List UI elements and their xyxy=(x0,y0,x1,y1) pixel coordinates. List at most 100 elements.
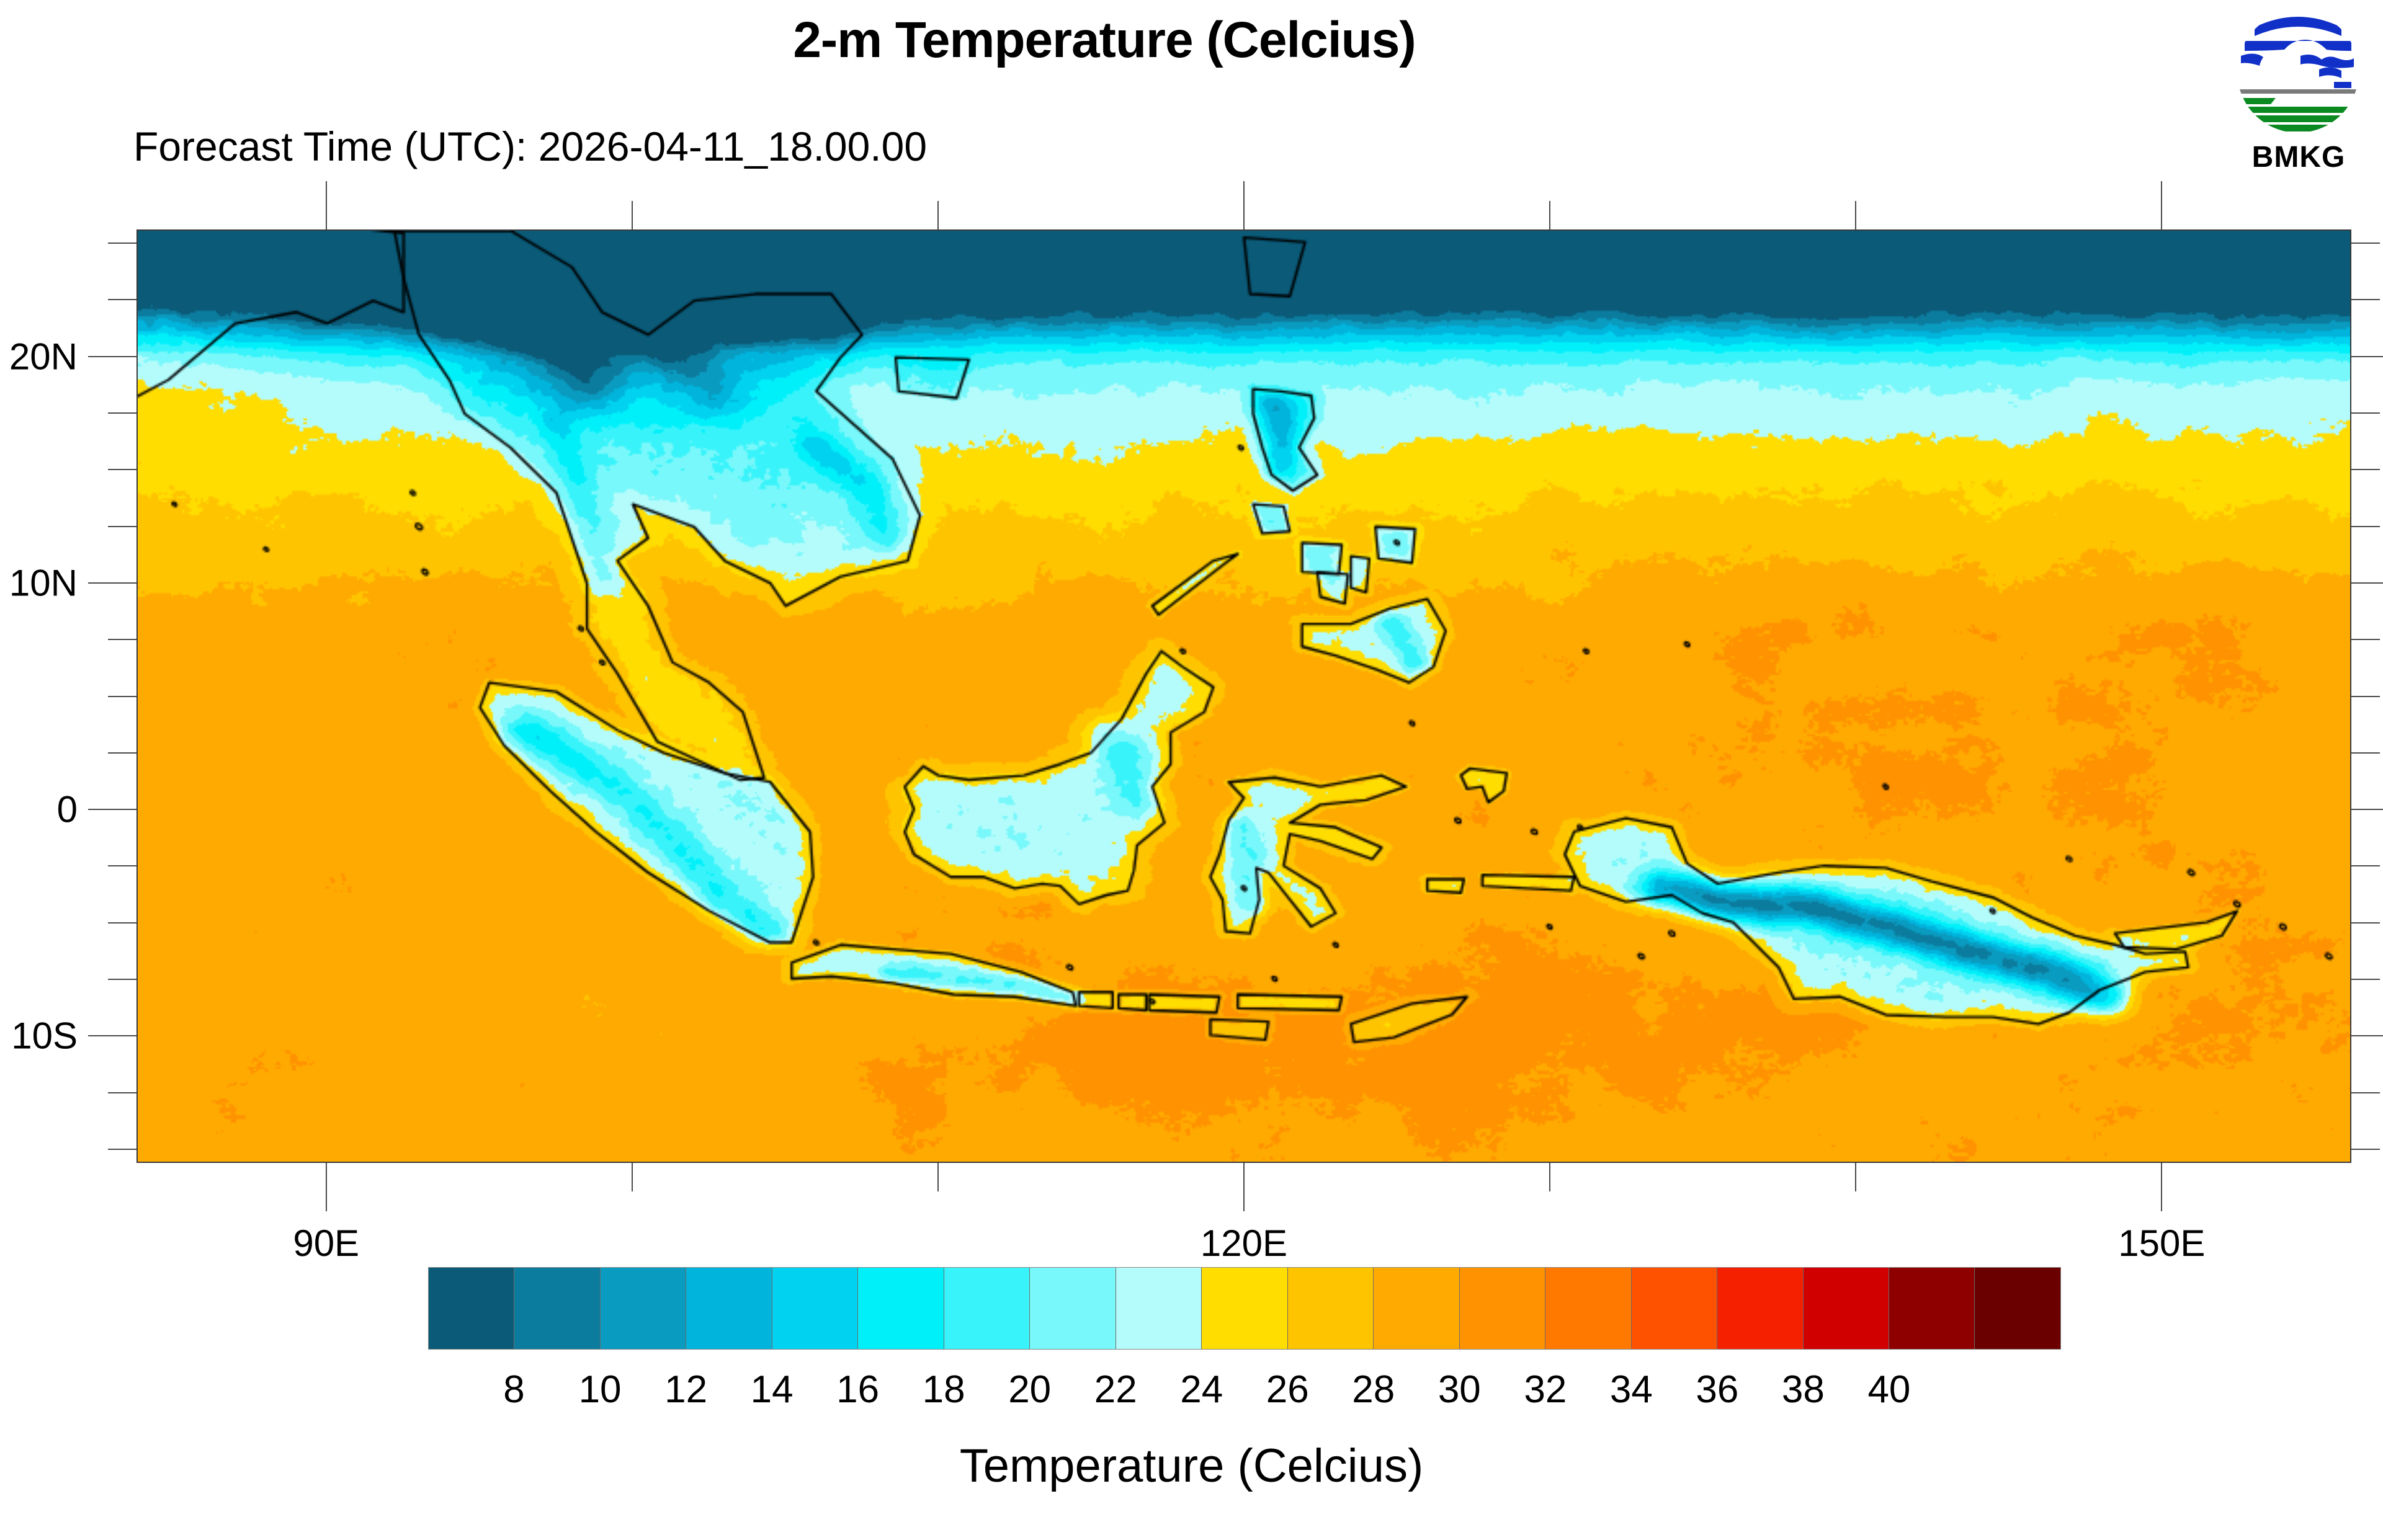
y-minor-tick xyxy=(2351,979,2380,981)
y-minor-tick xyxy=(2351,525,2380,527)
x-minor-tick xyxy=(1855,201,1857,229)
colorbar-swatch xyxy=(600,1268,687,1349)
colorbar-swatch xyxy=(1545,1268,1632,1349)
y-minor-tick xyxy=(108,639,136,641)
colorbar-tick-label: 30 xyxy=(1437,1368,1481,1411)
page-title: 2-m Temperature (Celcius) xyxy=(793,12,1416,68)
colorbar-tick-label: 32 xyxy=(1524,1368,1567,1411)
colorbar-swatch xyxy=(1889,1268,1975,1349)
colorbar-tick-label: 34 xyxy=(1609,1368,1653,1411)
colorbar-title: Temperature (Celcius) xyxy=(959,1440,1424,1492)
x-minor-tick xyxy=(937,201,939,229)
colorbar-tick-label: 26 xyxy=(1266,1368,1309,1411)
y-major-tick xyxy=(2351,355,2383,357)
bmkg-emblem-svg xyxy=(2237,17,2359,131)
colorbar-tick-label: 10 xyxy=(578,1368,622,1411)
temperature-map[interactable] xyxy=(136,229,2351,1163)
colorbar-swatch xyxy=(772,1268,859,1349)
x-major-tick xyxy=(1243,1163,1245,1211)
y-minor-tick xyxy=(2351,469,2380,471)
x-axis-label: 150E xyxy=(2118,1222,2206,1264)
colorbar-swatch xyxy=(1115,1268,1202,1349)
bmkg-logo-emblem xyxy=(2236,10,2360,134)
colorbar-tick-label: 8 xyxy=(503,1368,525,1411)
colorbar-swatch xyxy=(944,1268,1031,1349)
y-axis-label: 10N xyxy=(9,562,78,604)
colorbar-tick-label: 20 xyxy=(1008,1368,1052,1411)
y-minor-tick xyxy=(108,865,136,867)
y-minor-tick xyxy=(2351,639,2380,641)
bmkg-logo-wordmark: BMKG xyxy=(2251,141,2346,174)
y-minor-tick xyxy=(2351,922,2380,924)
temperature-colorbar[interactable] xyxy=(428,1267,2061,1350)
x-major-tick xyxy=(325,181,327,229)
colorbar-swatch xyxy=(858,1268,944,1349)
colorbar-tick-label: 36 xyxy=(1696,1368,1739,1411)
x-axis-label: 90E xyxy=(293,1222,360,1264)
y-minor-tick xyxy=(2351,695,2380,697)
colorbar-swatch xyxy=(1374,1268,1460,1349)
colorbar-swatch xyxy=(1459,1268,1546,1349)
colorbar-tick-label: 28 xyxy=(1352,1368,1395,1411)
x-minor-tick xyxy=(937,1163,939,1191)
y-minor-tick xyxy=(108,1149,136,1151)
y-axis-label: 10S xyxy=(11,1015,78,1057)
x-minor-tick xyxy=(1549,1163,1551,1191)
colorbar-tick-label: 12 xyxy=(664,1368,708,1411)
y-axis-label: 20N xyxy=(9,336,78,378)
colorbar-swatch xyxy=(1202,1268,1288,1349)
y-major-tick xyxy=(88,582,136,584)
y-axis-label: 0 xyxy=(56,788,78,830)
y-minor-tick xyxy=(108,695,136,697)
y-major-tick xyxy=(88,355,136,357)
forecast-time-label: Forecast Time (UTC): 2026-04-11_18.00.00 xyxy=(133,123,928,169)
colorbar-swatch xyxy=(429,1268,515,1349)
y-minor-tick xyxy=(108,752,136,754)
x-minor-tick xyxy=(631,1163,633,1191)
x-minor-tick xyxy=(1855,1163,1857,1191)
colorbar-swatch xyxy=(1975,1268,2060,1349)
y-minor-tick xyxy=(2351,865,2380,867)
y-minor-tick xyxy=(2351,242,2380,244)
colorbar-swatch xyxy=(1717,1268,1804,1349)
y-minor-tick xyxy=(2351,1149,2380,1151)
y-minor-tick xyxy=(2351,1092,2380,1093)
y-major-tick xyxy=(88,809,136,811)
y-minor-tick xyxy=(108,299,136,301)
y-minor-tick xyxy=(2351,412,2380,414)
bmkg-logo: BMKG xyxy=(2227,6,2370,211)
x-minor-tick xyxy=(631,201,633,229)
y-major-tick xyxy=(88,1035,136,1037)
colorbar-tick-label: 22 xyxy=(1094,1368,1137,1411)
temperature-field xyxy=(138,231,2350,1162)
x-minor-tick xyxy=(1549,201,1551,229)
colorbar-swatch xyxy=(1030,1268,1116,1349)
y-minor-tick xyxy=(108,979,136,981)
colorbar-swatch xyxy=(514,1268,601,1349)
colorbar-tick-label: 40 xyxy=(1867,1368,1911,1411)
y-minor-tick xyxy=(108,525,136,527)
colorbar-swatch xyxy=(686,1268,772,1349)
colorbar-swatch xyxy=(1287,1268,1374,1349)
y-minor-tick xyxy=(108,1092,136,1093)
y-major-tick xyxy=(2351,809,2383,811)
x-major-tick xyxy=(325,1163,327,1211)
y-minor-tick xyxy=(108,412,136,414)
x-major-tick xyxy=(1243,181,1245,229)
colorbar-tick-label: 38 xyxy=(1781,1368,1825,1411)
colorbar-swatch xyxy=(1803,1268,1889,1349)
x-axis-label: 120E xyxy=(1200,1222,1288,1264)
y-minor-tick xyxy=(2351,752,2380,754)
y-minor-tick xyxy=(108,469,136,471)
colorbar-tick-label: 16 xyxy=(836,1368,880,1411)
y-minor-tick xyxy=(108,922,136,924)
colorbar-tick-label: 18 xyxy=(922,1368,965,1411)
y-minor-tick xyxy=(108,242,136,244)
colorbar-swatch xyxy=(1631,1268,1718,1349)
x-major-tick xyxy=(2161,181,2163,229)
colorbar-tick-label: 14 xyxy=(750,1368,794,1411)
y-major-tick xyxy=(2351,582,2383,584)
y-major-tick xyxy=(2351,1035,2383,1037)
x-major-tick xyxy=(2161,1163,2163,1211)
colorbar-tick-label: 24 xyxy=(1180,1368,1223,1411)
